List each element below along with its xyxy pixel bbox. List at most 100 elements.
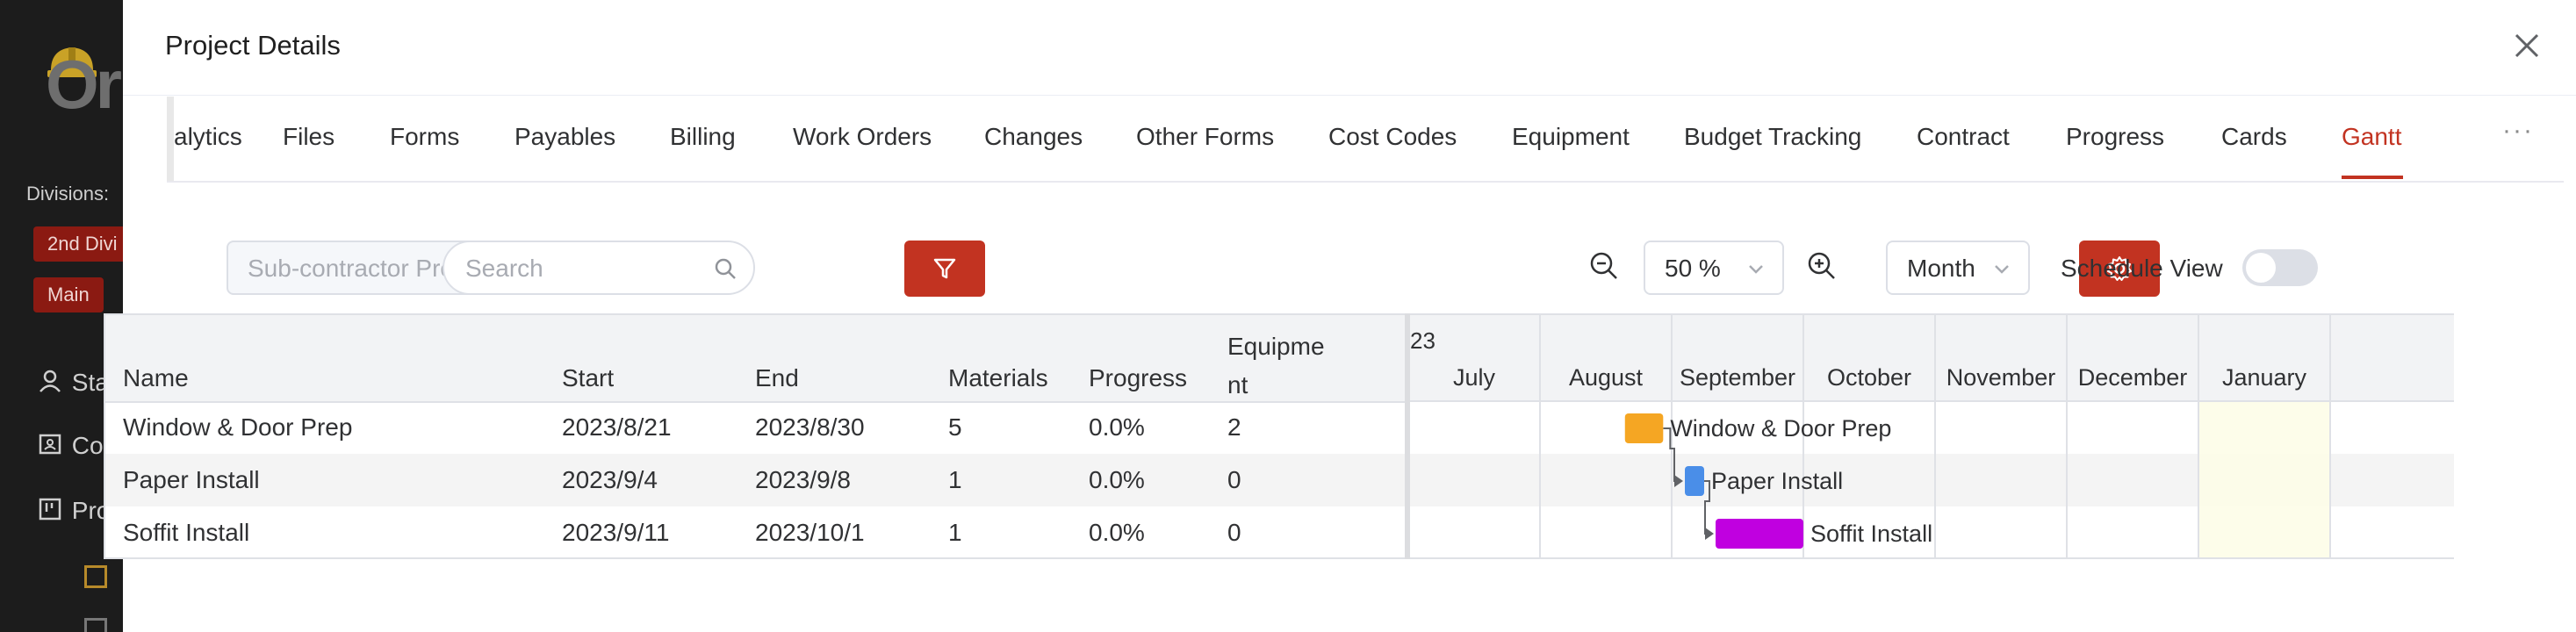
app-logo-text: Or — [46, 46, 122, 123]
tab-cost-codes[interactable]: Cost Codes — [1328, 123, 1457, 150]
grid-header: Name Start End Materials Progress Equipm… — [105, 315, 1536, 403]
division-tag[interactable]: Main — [33, 277, 104, 312]
gantt-settings-button[interactable] — [2079, 241, 2160, 297]
time-scale-value: Month — [1907, 255, 1975, 282]
task-bar — [1685, 466, 1704, 496]
task-bar-label: Paper Install — [1711, 468, 1843, 494]
task-bar-label: Soffit Install — [1810, 521, 1932, 547]
tab-billing[interactable]: Billing — [670, 123, 736, 150]
schedule-view-toggle[interactable] — [2242, 249, 2318, 286]
task-bar-label: Window & Door Prep — [1670, 415, 1891, 442]
app-sidebar: Or Divisions: 2nd Divi Main Stat Con Pro… — [0, 0, 123, 632]
chevron-down-icon — [1749, 265, 1763, 274]
cell-start: 2023/9/4 — [562, 466, 658, 493]
gear-icon — [2107, 256, 2132, 281]
contact-card-icon — [39, 430, 65, 465]
cell-materials: 1 — [948, 519, 962, 546]
tab-cards[interactable]: Cards — [2221, 123, 2287, 150]
divisions-label: Divisions: — [26, 183, 110, 205]
hard-hat-icon — [47, 47, 97, 77]
division-tag[interactable]: 2nd Divi — [33, 226, 123, 262]
zoom-in-icon[interactable] — [1807, 251, 1837, 281]
column-header-materials[interactable]: Materials — [948, 364, 1048, 391]
task-bar — [1716, 519, 1803, 549]
table-row[interactable]: Paper Install 2023/9/4 2023/9/8 1 0.0% 0 — [105, 454, 1536, 506]
cell-equipment: 0 — [1227, 466, 1241, 493]
search-input[interactable] — [464, 253, 704, 284]
cell-start: 2023/9/11 — [562, 519, 670, 546]
dependency-arrow-icon — [1705, 528, 1714, 540]
zoom-value: 50 % — [1665, 255, 1721, 282]
tab-gantt[interactable]: Gantt — [2342, 123, 2402, 150]
subproject-icon[interactable] — [84, 618, 107, 632]
tab-work-orders[interactable]: Work Orders — [793, 123, 932, 150]
more-tabs-icon[interactable]: ··· — [2502, 116, 2534, 145]
month-label: December — [2078, 364, 2188, 391]
table-row[interactable]: Window & Door Prep 2023/8/21 2023/8/30 5… — [105, 401, 1536, 454]
cell-progress: 0.0% — [1089, 466, 1145, 493]
subproject-icon[interactable] — [84, 565, 107, 588]
tab-analytics[interactable]: alytics — [174, 123, 242, 150]
month-label: September — [1680, 364, 1795, 391]
user-icon — [39, 367, 65, 402]
timeline-header — [1408, 315, 2454, 401]
tab-equipment[interactable]: Equipment — [1512, 123, 1630, 150]
filter-icon — [933, 258, 956, 279]
tab-progress[interactable]: Progress — [2066, 123, 2165, 150]
gantt-chart[interactable]: 23 July August September October November Dece… — [1408, 315, 2454, 557]
zoom-select[interactable]: 50 % — [1644, 241, 1784, 295]
tab-bar: alytics Files Forms Payables Billing Wor… — [167, 97, 2564, 183]
column-header-start[interactable]: Start — [562, 364, 615, 391]
search-field[interactable] — [443, 241, 755, 295]
cell-end: 2023/10/1 — [755, 519, 865, 546]
grid-resize-handle[interactable] — [1405, 313, 1410, 559]
cell-name: Window & Door Prep — [123, 413, 353, 441]
cell-materials: 1 — [948, 466, 962, 493]
month-label: July — [1453, 364, 1496, 391]
active-tab-indicator — [2342, 176, 2403, 179]
project-board-icon — [39, 495, 65, 530]
schedule-view-label: Schedule View — [2061, 255, 2223, 282]
cell-name: Paper Install — [123, 466, 260, 493]
tab-contract[interactable]: Contract — [1917, 123, 2010, 150]
gantt-timeline[interactable]: 23 July August September October November Dece… — [1408, 313, 2454, 559]
task-bar — [1624, 413, 1664, 443]
highlight-column — [2198, 401, 2330, 557]
tab-other-forms[interactable]: Other Forms — [1136, 123, 1275, 150]
table-row[interactable]: Soffit Install 2023/9/11 2023/10/1 1 0.0… — [105, 506, 1536, 557]
cell-progress: 0.0% — [1089, 519, 1145, 546]
tab-changes[interactable]: Changes — [984, 123, 1083, 150]
tab-scroll-fade[interactable] — [167, 97, 174, 181]
search-icon[interactable] — [713, 256, 738, 281]
month-label: January — [2222, 364, 2307, 391]
time-scale-select[interactable]: Month — [1886, 241, 2030, 295]
chevron-down-icon — [1995, 265, 2009, 274]
dependency-arrow-icon — [1674, 475, 1683, 487]
cell-progress: 0.0% — [1089, 413, 1145, 441]
filter-button[interactable] — [904, 241, 985, 297]
cell-end: 2023/9/8 — [755, 466, 851, 493]
zoom-out-icon[interactable] — [1589, 251, 1619, 281]
cell-end: 2023/8/30 — [755, 413, 865, 441]
column-header-name[interactable]: Name — [123, 364, 189, 391]
tab-forms[interactable]: Forms — [390, 123, 460, 150]
cell-start: 2023/8/21 — [562, 413, 672, 441]
close-icon[interactable] — [2511, 30, 2543, 61]
toggle-knob — [2246, 253, 2276, 283]
column-header-progress[interactable]: Progress — [1089, 364, 1188, 391]
cell-equipment: 2 — [1227, 413, 1241, 441]
drawer-header: Project Details — [123, 0, 2576, 96]
column-header-equipment[interactable]: Equipment — [1227, 333, 1325, 399]
cell-materials: 5 — [948, 413, 962, 441]
drawer-title: Project Details — [165, 30, 341, 61]
month-label: November — [1946, 364, 2056, 391]
tab-payables[interactable]: Payables — [514, 123, 616, 150]
month-label: August — [1569, 364, 1644, 391]
cell-equipment: 0 — [1227, 519, 1241, 546]
column-header-end[interactable]: End — [755, 364, 799, 391]
month-label: October — [1827, 364, 1911, 391]
tab-budget-tracking[interactable]: Budget Tracking — [1684, 123, 1862, 150]
task-grid: Name Start End Materials Progress Equipm… — [104, 313, 1538, 559]
year-label: 23 — [1410, 327, 1436, 354]
tab-files[interactable]: Files — [283, 123, 335, 150]
